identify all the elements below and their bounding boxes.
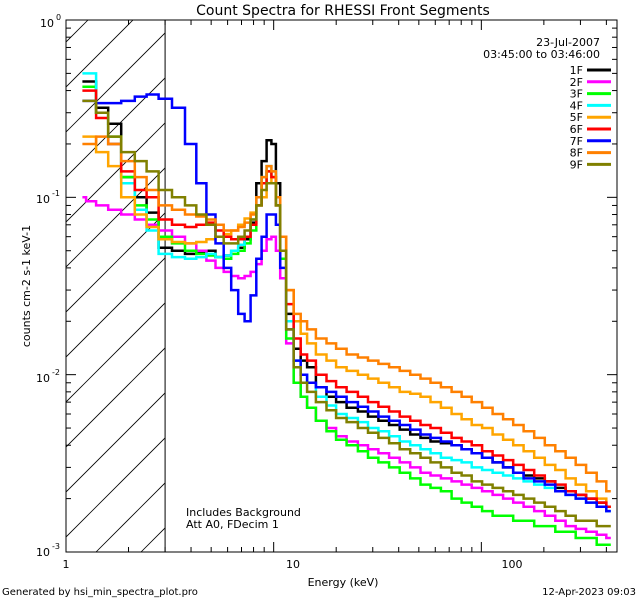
series-line-4F — [82, 72, 611, 513]
hatch-line — [411, 20, 640, 552]
hatch-line — [66, 212, 166, 313]
hatch-line — [636, 20, 640, 552]
svg-text:10: 10 — [36, 372, 50, 385]
svg-text:10: 10 — [36, 193, 50, 206]
hatch-line — [66, 77, 166, 178]
y-tick-label-1: 10 -1 — [36, 189, 60, 206]
legend-label-9F: 9F — [570, 158, 583, 171]
hatch-line — [66, 302, 166, 403]
timestamp-label: 12-Apr-2023 09:03 — [542, 587, 636, 598]
date-label: 23-Jul-2007 — [536, 36, 600, 49]
legend-label-3F: 3F — [570, 88, 583, 101]
hatch-line — [66, 392, 166, 493]
legend-label-5F: 5F — [570, 111, 583, 124]
series-line-6F — [82, 89, 611, 508]
axis-ticks — [65, 19, 617, 553]
generated-by-label: Generated by hsi_min_spectra_plot.pro — [2, 587, 198, 598]
svg-text:10: 10 — [40, 17, 54, 30]
legend-label-1F: 1F — [570, 64, 583, 77]
legend-label-6F: 6F — [570, 123, 583, 136]
series-line-5F — [82, 135, 611, 508]
y-tick-exp-2: -2 — [52, 368, 60, 377]
y-tick-base-2: 10 — [36, 372, 50, 385]
y-axis-label: counts cm-2 s-1 keV-1 — [20, 225, 33, 347]
series-layer — [82, 72, 611, 546]
svg-text:10: 10 — [36, 546, 50, 559]
hatch-line — [591, 20, 640, 552]
y-tick-label-0: 10 0 — [40, 13, 61, 30]
chart-title: Count Spectra for RHESSI Front Segments — [196, 3, 490, 19]
hatch-line — [66, 167, 166, 268]
series-line-3F — [82, 85, 611, 546]
hatch-line — [66, 437, 166, 538]
hatch-line — [95, 482, 166, 552]
y-tick-base-3: 10 — [36, 546, 50, 559]
hatch-line — [456, 20, 640, 552]
x-axis-label: Energy (keV) — [308, 576, 379, 589]
legend-label-2F: 2F — [570, 76, 583, 89]
legend-label-8F: 8F — [570, 147, 583, 160]
x-tick-label-2: 100 — [502, 558, 523, 571]
hatch-line — [66, 347, 166, 448]
hatch-line — [66, 20, 89, 43]
y-tick-label-3: 10 -3 — [36, 542, 60, 559]
background-note: Includes Background — [186, 506, 301, 519]
x-tick-label-0: 1 — [63, 558, 70, 571]
hatch-line — [66, 257, 166, 358]
plot-frame — [65, 19, 618, 553]
legend-label-4F: 4F — [570, 99, 583, 112]
series-line-9F — [82, 99, 611, 528]
hatched-low-energy-region — [66, 20, 640, 552]
y-tick-label-2: 10 -2 — [36, 368, 60, 385]
time-range-label: 03:45:00 to 03:46:00 — [483, 48, 600, 61]
legend-label-7F: 7F — [570, 135, 583, 148]
attenuator-note: Att A0, FDecim 1 — [186, 518, 279, 531]
y-tick-exp-0: 0 — [56, 13, 61, 22]
series-line-7F — [82, 93, 611, 513]
y-tick-exp-3: -3 — [52, 542, 60, 551]
x-tick-label-1: 10 — [286, 558, 300, 571]
hatch-line — [66, 32, 166, 133]
y-tick-exp-1: -1 — [52, 189, 60, 198]
y-tick-base-0: 10 — [40, 17, 54, 30]
y-tick-base-1: 10 — [36, 193, 50, 206]
